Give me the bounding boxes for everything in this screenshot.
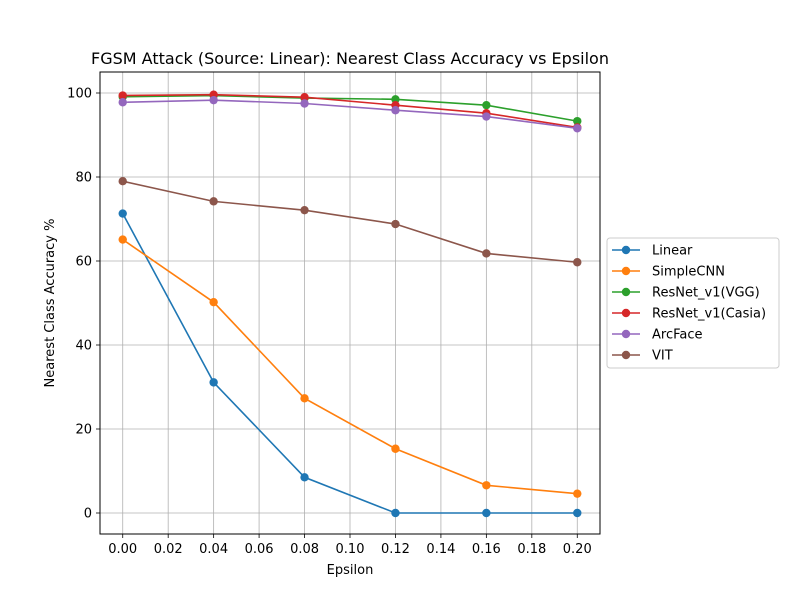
x-tick-label: 0.10: [336, 542, 365, 557]
legend-marker: [621, 266, 631, 276]
data-point-resnet-v1-casia: [118, 91, 127, 100]
legend-marker: [621, 350, 631, 360]
series-line-vit: [122, 180, 578, 264]
data-point-arcface: [300, 99, 309, 108]
data-point-arcface: [482, 112, 491, 121]
data-point-resnet-v1-casia: [300, 93, 309, 102]
legend-item-vit: VIT: [612, 349, 673, 364]
legend-item-resnet-v1-casia: ResNet_v1(Casia): [612, 307, 766, 322]
data-point-resnet-v1-vgg: [391, 95, 400, 104]
data-point-linear: [300, 473, 309, 482]
x-tick-label: 0.20: [563, 542, 592, 557]
x-tick-label: 0.08: [290, 542, 319, 557]
series-line-linear: [122, 213, 578, 514]
data-point-simplecnn: [209, 297, 218, 307]
data-point-simplecnn: [391, 444, 400, 453]
y-tick-label: 100: [67, 87, 92, 102]
legend-label: ResNet_v1(Casia): [652, 307, 766, 322]
y-axis-ticks: 0 20 40 60 80 100: [67, 87, 100, 522]
data-point-vit: [209, 197, 218, 206]
data-point-vit: [300, 205, 309, 215]
data-point-linear: [391, 508, 400, 518]
legend-box: [606, 237, 780, 369]
legend-label: VIT: [652, 349, 673, 364]
series-simplecnn: [118, 235, 582, 498]
grid-lines: [100, 72, 600, 534]
data-point-linear: [573, 508, 582, 518]
data-point-vit: [482, 249, 491, 258]
series-vit: [118, 177, 582, 267]
data-point-arcface: [391, 106, 400, 115]
data-point-resnet-v1-vgg: [482, 100, 491, 110]
legend-label: Linear: [652, 244, 693, 259]
legend-marker: [621, 245, 631, 255]
data-point-vit: [118, 177, 127, 186]
series-line-resnet-v1-vgg: [122, 94, 578, 122]
x-tick-label: 0.04: [199, 542, 228, 557]
chart-title: FGSM Attack (Source: Linear): Nearest Cl…: [91, 49, 609, 68]
legend-marker: [621, 308, 631, 318]
legend-item-simplecnn: SimpleCNN: [612, 265, 725, 280]
data-point-arcface: [209, 95, 218, 105]
data-point-vit: [391, 219, 400, 229]
legend-label: ArcFace: [652, 328, 703, 343]
y-axis-label: Nearest Class Accuracy %: [43, 219, 58, 388]
legend-label: SimpleCNN: [652, 265, 725, 280]
data-point-arcface: [573, 124, 582, 133]
x-tick-label: 0.16: [472, 542, 501, 557]
legend-item-linear: Linear: [612, 244, 693, 259]
data-point-linear: [209, 378, 218, 387]
y-tick-label: 40: [75, 339, 92, 354]
x-tick-label: 0.12: [381, 542, 410, 557]
x-tick-label: 0.18: [517, 542, 546, 557]
legend-item-resnet-v1-vgg: ResNet_v1(VGG): [612, 286, 760, 301]
data-point-resnet-v1-vgg: [573, 116, 582, 126]
legend: Linear SimpleCNN ResNet_v1(VGG) ResNet_v1(C…: [606, 237, 780, 369]
legend-label: ResNet_v1(VGG): [652, 286, 760, 301]
series-arcface: [118, 95, 582, 133]
legend-marker: [621, 329, 631, 339]
data-point-simplecnn: [118, 235, 127, 244]
data-point-linear: [118, 209, 127, 218]
series-line-arcface: [122, 99, 578, 130]
series-line-simplecnn: [122, 238, 578, 495]
x-tick-label: 0.06: [245, 542, 274, 557]
data-point-simplecnn: [300, 394, 309, 403]
x-axis-ticks: 0.00 0.02 0.04 0.06 0.08 0.10 0.12 0.14 0.16 0.18…: [108, 534, 592, 557]
series-group: [118, 90, 582, 518]
data-point-arcface: [118, 98, 127, 107]
y-tick-label: 80: [75, 171, 92, 186]
x-tick-label: 0.14: [426, 542, 455, 557]
data-point-simplecnn: [482, 481, 491, 490]
y-tick-label: 0: [84, 507, 92, 522]
y-tick-label: 20: [75, 423, 92, 438]
series-line-resnet-v1-casia: [122, 93, 578, 129]
x-tick-label: 0.02: [154, 542, 183, 557]
x-axis-label: Epsilon: [327, 563, 374, 578]
series-linear: [118, 209, 582, 518]
legend-item-arcface: ArcFace: [612, 328, 703, 343]
data-point-vit: [573, 258, 582, 267]
y-tick-label: 60: [75, 255, 92, 270]
x-tick-label: 0.00: [108, 542, 137, 557]
data-point-simplecnn: [573, 489, 582, 498]
data-point-linear: [482, 508, 491, 518]
legend-marker: [621, 287, 631, 297]
